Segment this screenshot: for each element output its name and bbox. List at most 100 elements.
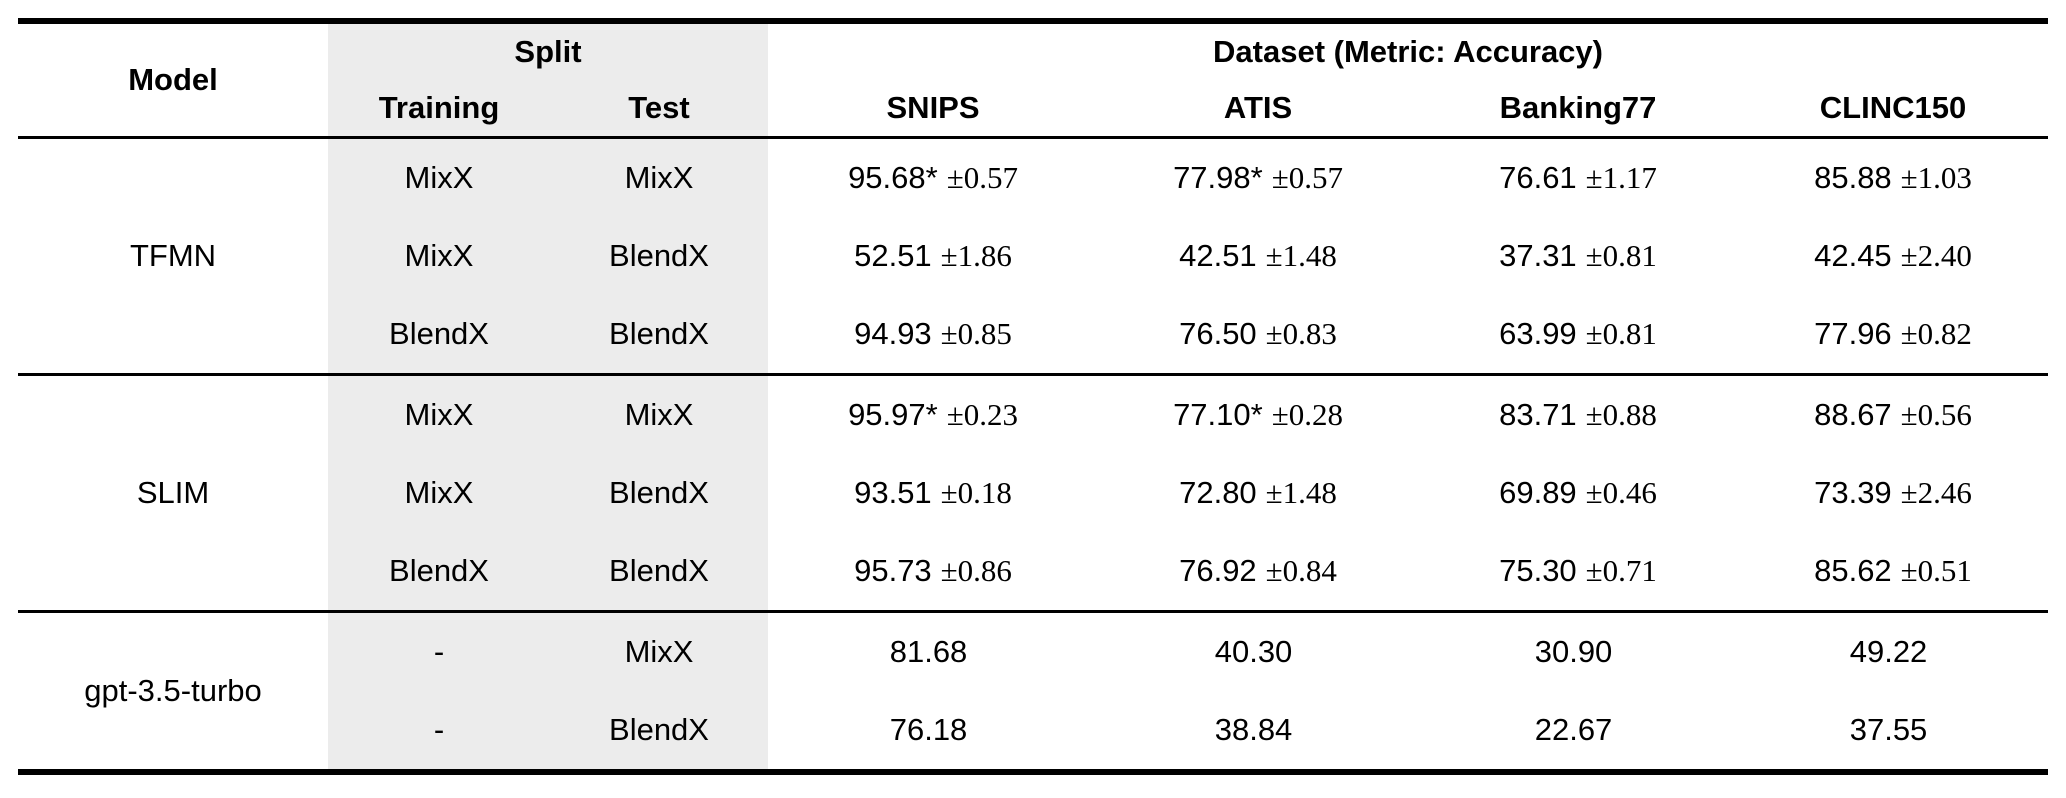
value-atis: 77.98* ±0.57 <box>1098 138 1418 218</box>
value-mean: 30.90 <box>1534 634 1613 669</box>
value-mean: 77.10* <box>1173 397 1263 432</box>
value-mean: 76.50 <box>1179 316 1257 351</box>
value-atis: 42.51 ±1.48 <box>1098 217 1418 295</box>
value-std: ±0.81 <box>1585 238 1657 273</box>
header-atis: ATIS <box>1223 90 1293 125</box>
value-std: ±0.56 <box>1900 397 1972 432</box>
value-std: ±0.84 <box>1265 553 1337 588</box>
table-row: MixX BlendX 93.51 ±0.18 72.80 ±1.48 69.89 ±… <box>18 454 2048 532</box>
group-slim: SLIM MixX MixX 95.97* ±0.23 77.10* ±0.28 8… <box>18 374 2049 612</box>
value-std: ±1.48 <box>1265 238 1337 273</box>
value-std: ±0.46 <box>1585 475 1657 510</box>
value-mean: 93.51 <box>854 475 932 510</box>
value-mean: 85.88 <box>1814 160 1892 195</box>
training-cell: MixX <box>328 217 550 295</box>
value-clinc150: 77.96 ±0.82 <box>1738 295 2048 375</box>
table-row: BlendX BlendX 94.93 ±0.85 76.50 ±0.83 63.9… <box>18 295 2048 375</box>
value-mean: 83.71 <box>1499 397 1577 432</box>
value-std: ±0.88 <box>1585 397 1657 432</box>
value-std: ±0.28 <box>1271 397 1343 432</box>
value-mean: 88.67 <box>1814 397 1892 432</box>
value-atis: 40.30 <box>1098 612 1418 692</box>
value-mean: 42.51 <box>1179 238 1257 273</box>
test-cell: BlendX <box>550 532 769 612</box>
header-snips: SNIPS <box>886 90 980 125</box>
test-cell: BlendX <box>550 454 769 532</box>
value-std: ±1.86 <box>940 238 1012 273</box>
value-banking77: 37.31 ±0.81 <box>1418 217 1738 295</box>
value-mean: 38.84 <box>1214 712 1293 747</box>
value-mean: 95.73 <box>854 553 932 588</box>
value-banking77: 63.99 ±0.81 <box>1418 295 1738 375</box>
value-mean: 73.39 <box>1814 475 1892 510</box>
value-clinc150: 85.88 ±1.03 <box>1738 138 2048 218</box>
training-cell: BlendX <box>328 295 550 375</box>
value-mean: 77.98* <box>1173 160 1263 195</box>
value-std: ±0.81 <box>1585 316 1657 351</box>
test-cell: MixX <box>550 611 769 691</box>
header-dataset-group: Dataset (Metric: Accuracy) <box>1213 34 1603 69</box>
value-std: ±0.23 <box>946 397 1018 432</box>
value-banking77: 22.67 <box>1418 691 1738 772</box>
value-banking77: 76.61 ±1.17 <box>1418 138 1738 218</box>
value-std: ±0.71 <box>1585 553 1657 588</box>
header-split-group: Split <box>328 21 769 80</box>
value-banking77: 83.71 ±0.88 <box>1418 375 1738 455</box>
table-row: MixX BlendX 52.51 ±1.86 42.51 ±1.48 37.31 ±… <box>18 217 2048 295</box>
value-std: ±0.82 <box>1900 316 1972 351</box>
header-row-groups: Model Split Dataset (Metric: Accuracy) <box>18 21 2048 97</box>
value-snips: 81.68 <box>768 612 1098 692</box>
value-clinc150: 73.39 ±2.46 <box>1738 454 2048 532</box>
training-cell: - <box>328 611 550 691</box>
value-mean: 76.18 <box>889 712 968 747</box>
header-training: Training <box>328 80 550 138</box>
value-atis: 77.10* ±0.28 <box>1098 375 1418 455</box>
model-cell: TFMN <box>129 238 217 273</box>
header-row-columns: Training Test SNIPS ATIS Banking77 CLINC… <box>18 80 2048 138</box>
table-row: gpt-3.5-turbo - MixX 81.68 40.30 30.90 4… <box>18 611 2048 708</box>
value-mean: 85.62 <box>1814 553 1892 588</box>
value-snips: 76.18 <box>768 691 1098 772</box>
value-std: ±0.57 <box>1271 160 1343 195</box>
value-mean: 52.51 <box>854 238 932 273</box>
value-std: ±0.86 <box>940 553 1012 588</box>
value-snips: 95.97* ±0.23 <box>768 375 1098 455</box>
value-snips: 95.68* ±0.57 <box>768 138 1098 218</box>
header-banking77: Banking77 <box>1499 90 1657 125</box>
value-mean: 76.61 <box>1499 160 1577 195</box>
model-cell: SLIM <box>136 475 210 510</box>
table-row: TFMN MixX MixX 95.68* ±0.57 77.98* ±0.57 7… <box>18 137 2048 273</box>
value-mean: 76.92 <box>1179 553 1257 588</box>
value-std: ±0.51 <box>1900 553 1972 588</box>
value-clinc150: 42.45 ±2.40 <box>1738 217 2048 295</box>
value-mean: 37.31 <box>1499 238 1577 273</box>
test-cell: MixX <box>550 137 769 217</box>
value-std: ±0.57 <box>946 160 1018 195</box>
value-std: ±2.40 <box>1900 238 1972 273</box>
training-cell: BlendX <box>328 532 550 612</box>
header-model: Model <box>128 62 218 97</box>
value-mean: 72.80 <box>1179 475 1257 510</box>
value-mean: 75.30 <box>1499 553 1577 588</box>
value-std: ±0.18 <box>940 475 1012 510</box>
test-cell: BlendX <box>550 691 769 772</box>
value-atis: 38.84 <box>1098 691 1418 772</box>
value-atis: 76.92 ±0.84 <box>1098 532 1418 612</box>
value-mean: 95.97* <box>848 397 938 432</box>
value-clinc150: 88.67 ±0.56 <box>1738 375 2048 455</box>
value-std: ±1.48 <box>1265 475 1337 510</box>
value-mean: 81.68 <box>889 634 968 669</box>
value-mean: 49.22 <box>1849 634 1928 669</box>
value-std: ±1.03 <box>1900 160 1972 195</box>
test-cell: BlendX <box>550 217 769 295</box>
value-std: ±2.46 <box>1900 475 1972 510</box>
value-std: ±1.17 <box>1585 160 1657 195</box>
training-cell: MixX <box>328 454 550 532</box>
table-row: - BlendX 76.18 38.84 22.67 37.55 <box>18 691 2048 772</box>
value-clinc150: 49.22 <box>1738 612 2048 692</box>
table-header: Model Split Dataset (Metric: Accuracy) T… <box>18 21 2049 138</box>
table-row: SLIM MixX MixX 95.97* ±0.23 77.10* ±0.28 8… <box>18 374 2048 510</box>
value-clinc150: 37.55 <box>1738 691 2048 772</box>
value-snips: 52.51 ±1.86 <box>768 217 1098 295</box>
value-snips: 94.93 ±0.85 <box>768 295 1098 375</box>
